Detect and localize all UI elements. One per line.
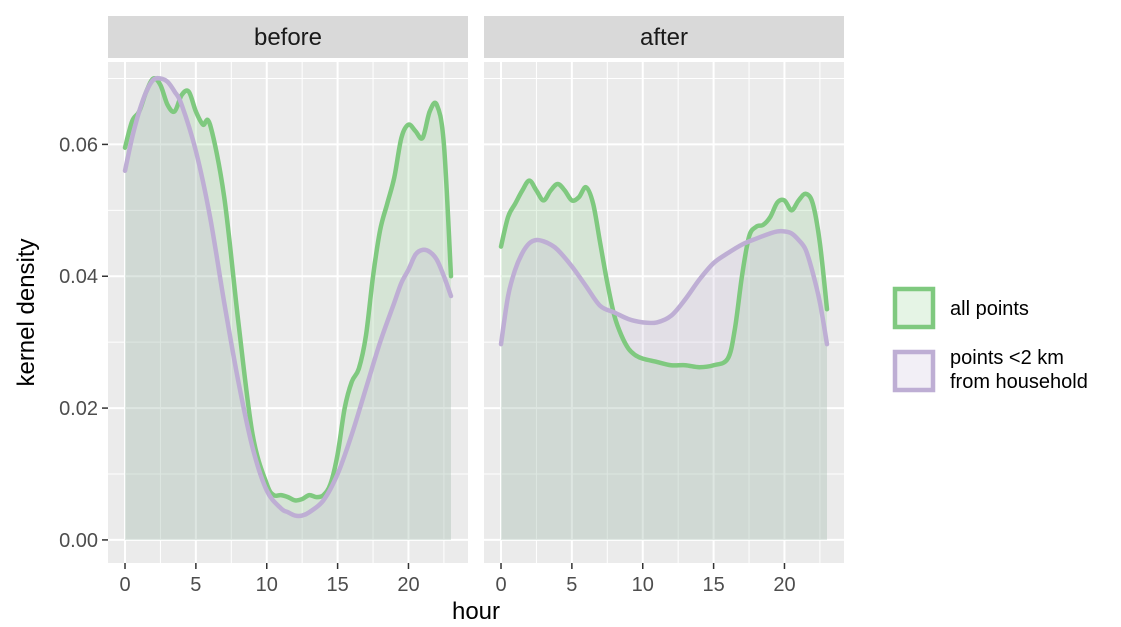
x-tick-label: 10 <box>632 574 654 596</box>
facet-label: before <box>254 24 322 51</box>
x-tick-label: 15 <box>702 574 724 596</box>
legend-label-line: from household <box>950 371 1088 393</box>
legend-label-line: points <2 km <box>950 347 1064 369</box>
legend: all points points <2 km from household <box>892 286 1088 393</box>
x-tick-label: 15 <box>326 574 348 596</box>
y-tick-label: 0.04 <box>59 266 98 288</box>
y-tick-label: 0.06 <box>59 134 98 156</box>
x-tick-label: 20 <box>397 574 419 596</box>
y-tick-label: 0.00 <box>59 530 98 552</box>
x-tick-label: 5 <box>190 574 201 596</box>
y-axis: 0.00 0.02 0.04 0.06 <box>59 134 108 552</box>
panel-before: before <box>108 16 468 563</box>
facet-strip <box>484 16 844 58</box>
density-area-near-household <box>125 78 451 540</box>
x-axis-before: 0 5 10 15 20 <box>119 563 420 596</box>
x-axes: 0 5 10 15 20 0 5 10 15 20 <box>119 563 796 596</box>
x-axis-after: 0 5 10 15 20 <box>495 563 796 596</box>
panels: before after <box>108 16 844 563</box>
legend-item-all-points: all points <box>892 286 1029 330</box>
density-line-near-household <box>498 228 830 347</box>
y-axis-title: kernel density <box>13 238 40 386</box>
legend-label: all points <box>950 298 1029 320</box>
legend-key-background <box>895 289 933 327</box>
x-tick-label: 0 <box>495 574 506 596</box>
x-tick-label: 20 <box>773 574 795 596</box>
facet-strip <box>108 16 468 58</box>
density-area-near-household <box>501 231 827 540</box>
legend-item-near-household: points <2 km from household <box>892 347 1088 393</box>
density-area-all-points <box>501 180 827 540</box>
panel-after: after <box>484 16 844 563</box>
x-tick-label: 10 <box>256 574 278 596</box>
density-line-near-household <box>122 75 454 519</box>
legend-key <box>892 286 936 330</box>
legend-label-line: all points <box>950 298 1029 320</box>
density-line-all-points <box>122 76 454 503</box>
legend-key <box>892 349 936 393</box>
facet-label: after <box>640 24 688 51</box>
legend-label: points <2 km from household <box>950 347 1088 393</box>
density-line-all-points <box>498 178 830 370</box>
x-tick-label: 5 <box>566 574 577 596</box>
y-tick-label: 0.02 <box>59 398 98 420</box>
x-axis-title: hour <box>452 598 500 625</box>
legend-key-background <box>895 352 933 390</box>
x-tick-label: 0 <box>119 574 130 596</box>
